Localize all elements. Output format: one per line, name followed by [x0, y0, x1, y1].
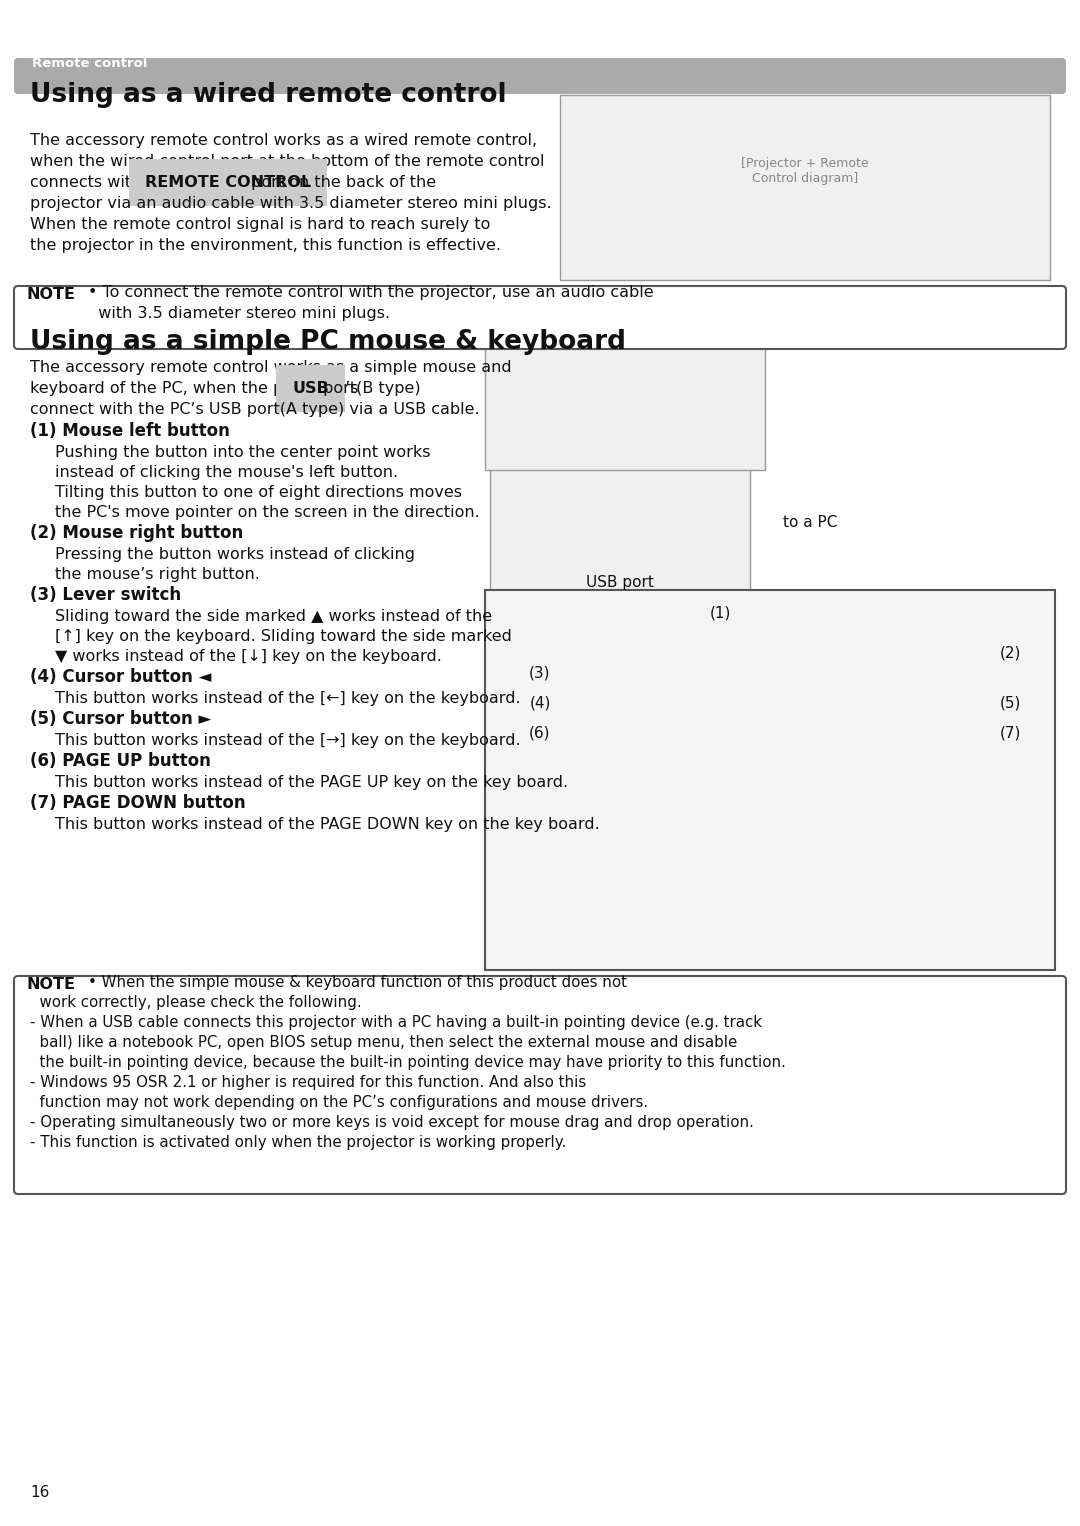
Bar — [485, 340, 765, 470]
Text: Remote control: Remote control — [32, 56, 147, 70]
Text: • When the simple mouse & keyboard function of this product does not: • When the simple mouse & keyboard funct… — [87, 975, 627, 990]
Text: keyboard of the PC, when the projector’s: keyboard of the PC, when the projector’s — [30, 382, 364, 397]
Text: Pushing the button into the center point works: Pushing the button into the center point… — [55, 446, 431, 459]
Text: [↑] key on the keyboard. Sliding toward the side marked: [↑] key on the keyboard. Sliding toward … — [55, 629, 512, 644]
Text: This button works instead of the [→] key on the keyboard.: This button works instead of the [→] key… — [55, 732, 521, 748]
Bar — [561, 95, 1050, 279]
Text: This button works instead of the PAGE UP key on the key board.: This button works instead of the PAGE UP… — [55, 775, 568, 790]
FancyBboxPatch shape — [14, 285, 1066, 349]
Text: [Projector + Remote
Control diagram]: [Projector + Remote Control diagram] — [741, 157, 868, 185]
Text: (3) Lever switch: (3) Lever switch — [30, 586, 181, 604]
Text: Pressing the button works instead of clicking: Pressing the button works instead of cli… — [55, 546, 415, 562]
Text: (1) Mouse left button: (1) Mouse left button — [30, 423, 230, 439]
Text: (2): (2) — [999, 645, 1021, 661]
Text: This button works instead of the [←] key on the keyboard.: This button works instead of the [←] key… — [55, 691, 521, 707]
Text: ▼ works instead of the [↓] key on the keyboard.: ▼ works instead of the [↓] key on the ke… — [55, 649, 442, 664]
Text: (6) PAGE UP button: (6) PAGE UP button — [30, 752, 211, 771]
Text: port on the back of the: port on the back of the — [246, 175, 436, 191]
Text: The accessory remote control works as a wired remote control,: The accessory remote control works as a … — [30, 133, 537, 148]
Text: the projector in the environment, this function is effective.: the projector in the environment, this f… — [30, 238, 501, 253]
Text: (2) Mouse right button: (2) Mouse right button — [30, 523, 243, 542]
Text: (6): (6) — [529, 725, 551, 740]
Text: (3): (3) — [529, 665, 551, 681]
Text: connects with the: connects with the — [30, 175, 178, 191]
Text: USB: USB — [293, 382, 329, 397]
Text: Sliding toward the side marked ▲ works instead of the: Sliding toward the side marked ▲ works i… — [55, 609, 492, 624]
FancyBboxPatch shape — [14, 58, 1066, 95]
Text: - Windows 95 OSR 2.1 or higher is required for this function. And also this: - Windows 95 OSR 2.1 or higher is requir… — [30, 1074, 586, 1090]
Text: NOTE: NOTE — [26, 977, 75, 992]
Text: Tilting this button to one of eight directions moves: Tilting this button to one of eight dire… — [55, 485, 462, 501]
Text: (5) Cursor button ►: (5) Cursor button ► — [30, 710, 212, 728]
Text: ball) like a notebook PC, open BIOS setup menu, then select the external mouse a: ball) like a notebook PC, open BIOS setu… — [30, 1035, 738, 1050]
Text: (5): (5) — [999, 694, 1021, 710]
Text: function may not work depending on the PC’s configurations and mouse drivers.: function may not work depending on the P… — [30, 1096, 648, 1109]
Text: This button works instead of the PAGE DOWN key on the key board.: This button works instead of the PAGE DO… — [55, 816, 599, 832]
Text: (1): (1) — [710, 604, 731, 620]
Text: NOTE: NOTE — [26, 287, 75, 302]
Text: connect with the PC’s USB port(A type) via a USB cable.: connect with the PC’s USB port(A type) v… — [30, 401, 480, 417]
Text: Using as a simple PC mouse & keyboard: Using as a simple PC mouse & keyboard — [30, 330, 626, 356]
Text: the mouse’s right button.: the mouse’s right button. — [55, 568, 260, 581]
Text: USB port: USB port — [586, 575, 653, 591]
Text: When the remote control signal is hard to reach surely to: When the remote control signal is hard t… — [30, 217, 490, 232]
Text: work correctly, please check the following.: work correctly, please check the followi… — [30, 995, 362, 1010]
Text: (4) Cursor button ◄: (4) Cursor button ◄ — [30, 668, 212, 687]
Text: 16: 16 — [30, 1485, 50, 1500]
Text: (7) PAGE DOWN button: (7) PAGE DOWN button — [30, 794, 245, 812]
Text: the PC's move pointer on the screen in the direction.: the PC's move pointer on the screen in t… — [55, 505, 480, 520]
Bar — [490, 380, 750, 790]
Text: - This function is activated only when the projector is working properly.: - This function is activated only when t… — [30, 1135, 566, 1151]
Text: (7): (7) — [999, 725, 1021, 740]
Text: the built-in pointing device, because the built-in pointing device may have prio: the built-in pointing device, because th… — [30, 1054, 786, 1070]
Text: The accessory remote control works as a simple mouse and: The accessory remote control works as a … — [30, 360, 512, 375]
Text: projector via an audio cable with 3.5 diameter stereo mini plugs.: projector via an audio cable with 3.5 di… — [30, 195, 552, 211]
Text: - Operating simultaneously two or more keys is void except for mouse drag and dr: - Operating simultaneously two or more k… — [30, 1116, 754, 1129]
Text: (4): (4) — [529, 694, 551, 710]
Text: to a PC: to a PC — [783, 514, 837, 530]
Text: port(B type): port(B type) — [319, 382, 421, 397]
Text: - When a USB cable connects this projector with a PC having a built-in pointing : - When a USB cable connects this project… — [30, 1015, 762, 1030]
Text: when the wired control port at the bottom of the remote control: when the wired control port at the botto… — [30, 154, 544, 169]
Text: Using as a wired remote control: Using as a wired remote control — [30, 82, 507, 108]
FancyBboxPatch shape — [14, 977, 1066, 1193]
Bar — [485, 591, 1055, 971]
Text: • To connect the remote control with the projector, use an audio cable: • To connect the remote control with the… — [87, 285, 653, 301]
Text: with 3.5 diameter stereo mini plugs.: with 3.5 diameter stereo mini plugs. — [87, 307, 390, 320]
Text: REMOTE CONTROL: REMOTE CONTROL — [145, 175, 311, 191]
Text: instead of clicking the mouse's left button.: instead of clicking the mouse's left but… — [55, 465, 399, 481]
